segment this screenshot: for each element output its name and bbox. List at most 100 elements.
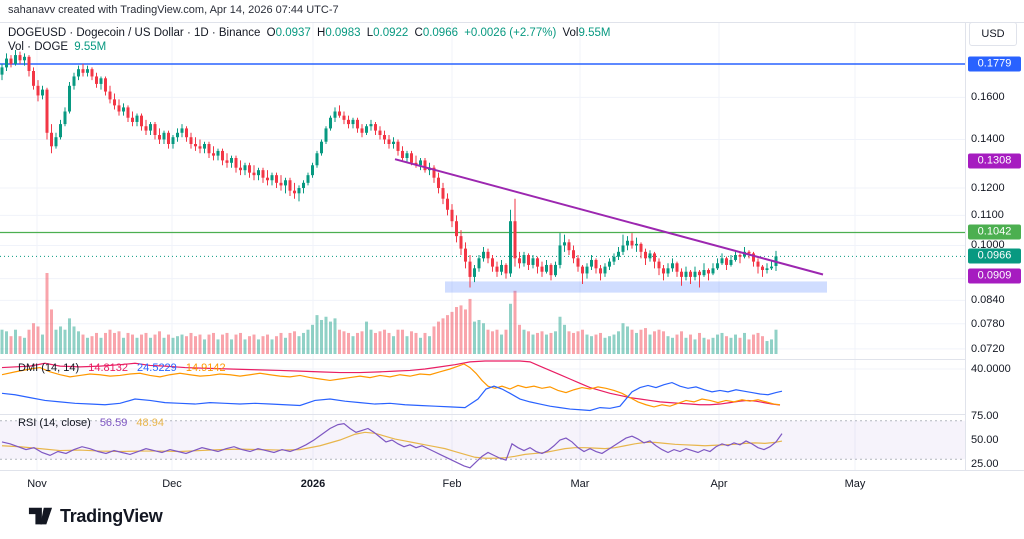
candle-body	[594, 259, 598, 269]
candle-body	[410, 153, 413, 163]
volume-bar	[149, 337, 152, 354]
candle-body	[140, 115, 143, 127]
close-label: C	[414, 27, 423, 39]
candle-body	[23, 56, 26, 61]
volume-bar	[531, 334, 535, 354]
volume-bar	[410, 331, 413, 354]
candle-body	[599, 268, 602, 274]
candle-body	[500, 264, 503, 272]
candle-body	[365, 126, 368, 133]
volume-bar	[540, 331, 544, 354]
candle-body	[590, 259, 593, 267]
volume-bar	[153, 334, 157, 354]
candle-body	[81, 69, 85, 73]
candle-body	[315, 153, 319, 166]
volume-bar	[225, 332, 229, 354]
volume-bar	[257, 339, 260, 354]
volume-bar	[482, 323, 485, 354]
price-axis-label: 0.0720	[971, 342, 1005, 355]
candle-body	[27, 56, 31, 71]
volume-bar	[635, 332, 638, 354]
dmi-minus-di-value: 14.9142	[185, 362, 226, 374]
volume-bar	[117, 331, 121, 354]
volume-bar	[135, 337, 139, 354]
volume-bar	[455, 307, 458, 354]
volume-bar	[554, 331, 557, 354]
candle-body	[518, 258, 521, 264]
volume-bar	[293, 331, 296, 354]
price-axis-label: 0.1000	[971, 239, 1005, 252]
candle-body	[95, 76, 98, 84]
candle-body	[198, 146, 202, 149]
price-badge: 0.1779	[968, 56, 1021, 72]
time-axis-label: May	[844, 478, 866, 490]
candle-body	[126, 107, 130, 118]
price-badge: 0.0966	[968, 248, 1021, 264]
volume-bar	[54, 329, 58, 354]
volume-bar	[126, 332, 130, 354]
volume-bar	[248, 336, 251, 354]
volume-bar	[662, 331, 665, 354]
volume-bar	[491, 331, 494, 354]
candle-body	[162, 132, 166, 140]
tradingview-logo[interactable]: TradingView	[28, 506, 163, 527]
descending-trendline	[394, 158, 824, 276]
candle-body	[720, 258, 724, 264]
rsi-value: 56.59	[99, 417, 128, 429]
volume-bar	[311, 324, 314, 354]
volume-bar	[405, 336, 409, 354]
volume-bar	[279, 332, 283, 354]
volume-bar	[761, 336, 764, 354]
volume-bar	[95, 332, 98, 354]
volume-bar	[0, 329, 4, 354]
candle-body	[50, 132, 53, 147]
candle-body	[77, 69, 80, 77]
volume-bar	[36, 326, 40, 354]
candle-body	[653, 253, 656, 262]
volume-bar	[581, 329, 584, 354]
candle-body	[725, 258, 728, 265]
volume-bar	[567, 331, 571, 354]
candle-body	[32, 70, 35, 86]
price-badge: 0.1308	[968, 153, 1021, 169]
volume-bar	[734, 334, 737, 354]
candle-body	[396, 141, 400, 151]
tradingview-logo-icon	[28, 507, 53, 525]
candle-body	[464, 248, 467, 262]
candle-body	[176, 132, 179, 138]
volume-bar	[113, 332, 116, 354]
dmi-axis-label: 40.0000	[971, 363, 1011, 375]
currency-toggle-button[interactable]: USD	[969, 22, 1017, 46]
volume-bar	[500, 334, 503, 354]
volume-bar	[288, 332, 292, 354]
candle-body	[716, 263, 719, 269]
candle-body	[185, 128, 188, 138]
candle-body	[342, 115, 346, 120]
candle-body	[90, 69, 94, 77]
candle-body	[585, 266, 589, 274]
candle-body	[374, 124, 377, 131]
volume-bar	[23, 337, 26, 354]
candle-body	[473, 268, 476, 277]
time-axis-label: Dec	[162, 478, 182, 490]
volume-bar	[45, 273, 49, 354]
volume-bar	[563, 324, 566, 354]
volume-bar	[212, 332, 215, 354]
candle-body	[648, 253, 652, 259]
close-value: 0.0966	[422, 27, 458, 39]
volume-bar	[612, 334, 616, 354]
volume-bar	[752, 334, 755, 354]
candle-body	[491, 258, 494, 267]
candle-body	[351, 119, 355, 125]
tradingview-logo-text: TradingView	[60, 506, 163, 526]
high-value: 0.0983	[325, 27, 361, 39]
volume-bar	[419, 337, 422, 354]
volume-bar	[140, 334, 143, 354]
volume-bar	[743, 332, 746, 354]
candle-body	[333, 111, 337, 118]
support-zone	[445, 281, 827, 293]
volume-bar	[59, 326, 62, 354]
candle-body	[450, 209, 454, 222]
volume-bar	[698, 332, 701, 354]
